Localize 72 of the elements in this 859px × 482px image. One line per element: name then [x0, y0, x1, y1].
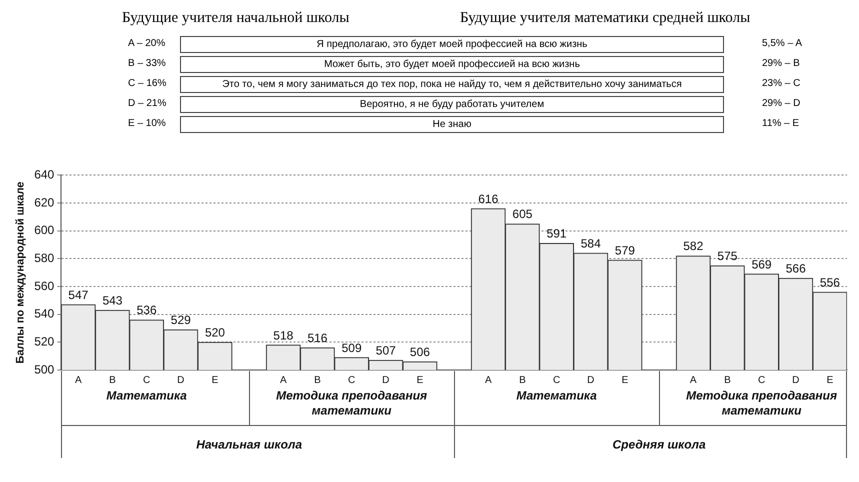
- text: Методика преподавания математики: [276, 388, 428, 418]
- x-tick-label: A: [484, 374, 492, 386]
- y-tick-label: 640: [34, 168, 55, 182]
- x-tick-label: A: [74, 374, 82, 386]
- x-tick-label: B: [724, 374, 732, 386]
- x-tick-label: A: [690, 374, 697, 386]
- data-label: 584: [580, 236, 602, 250]
- data-label: 556: [820, 275, 840, 290]
- data-label: 506: [410, 344, 430, 359]
- x-tick-label: A: [280, 374, 287, 386]
- x-tick-label: E: [416, 374, 424, 386]
- data-label: 543: [102, 293, 123, 308]
- x-tick-label: B: [109, 374, 116, 386]
- data-label: 566: [786, 261, 806, 276]
- x-tick-label: C: [143, 374, 150, 386]
- text: 29% – B: [762, 58, 800, 69]
- text: 29% – D: [762, 98, 800, 109]
- data-label: 582: [683, 239, 704, 254]
- x-tick-label: D: [587, 374, 594, 386]
- data-label: 575: [717, 248, 738, 263]
- data-label: 520: [204, 325, 226, 340]
- data-label: 569: [752, 257, 772, 272]
- text: Средняя школа: [612, 437, 706, 452]
- x-tick-label: E: [826, 374, 834, 386]
- data-label: 507: [376, 344, 396, 358]
- text: Это то, чем я могу заниматься до тех пор, пока не найду то, чем я действительно хочу заниматься: [180, 76, 724, 93]
- data-label: 616: [478, 192, 499, 206]
- text: 23% – C: [762, 78, 800, 89]
- text: Не знаю: [180, 116, 724, 133]
- data-label: 579: [614, 243, 636, 258]
- data-label: 529: [170, 312, 192, 327]
- text: C – 16%: [128, 78, 166, 89]
- text: 5,5% – A: [762, 38, 802, 49]
- data-label: 605: [512, 207, 533, 222]
- text: Методика преподавания математики: [686, 388, 838, 418]
- text: Я предполагаю, это будет моей профессией на всю жизнь: [180, 36, 724, 53]
- text: Начальная школа: [196, 437, 302, 452]
- text: Математика: [516, 388, 598, 402]
- x-tick-label: D: [382, 374, 390, 386]
- text: Может быть, это будет моей профессией на всю жизнь: [180, 56, 724, 73]
- text: Будущие учителя начальной школы: [122, 10, 350, 27]
- x-tick-label: D: [177, 374, 184, 386]
- data-label: 536: [136, 303, 157, 318]
- x-tick-label: C: [758, 374, 766, 386]
- x-tick-label: C: [348, 374, 356, 386]
- text: Будущие учителя математики средней школы: [460, 10, 750, 27]
- x-tick-label: D: [792, 374, 800, 386]
- data-label: 509: [342, 340, 362, 355]
- y-tick-label: 540: [34, 306, 55, 321]
- y-tick-label: 520: [34, 334, 55, 348]
- y-tick-label: 620: [34, 195, 55, 210]
- x-tick-label: B: [519, 374, 526, 386]
- data-label: 518: [273, 328, 294, 342]
- x-tick-label: B: [314, 374, 322, 386]
- text: Вероятно, я не буду работать учителем: [180, 96, 724, 113]
- text: D – 21%: [128, 98, 166, 109]
- x-tick-label: E: [212, 374, 219, 386]
- text: E – 10%: [128, 118, 166, 129]
- y-tick-label: 500: [34, 362, 55, 376]
- x-tick-label: E: [622, 374, 629, 386]
- data-label: 547: [68, 288, 89, 302]
- y-axis-title: Баллы по международной шкале: [14, 182, 27, 364]
- text: B – 33%: [128, 58, 166, 69]
- y-tick-label: 580: [34, 251, 55, 265]
- text: Математика: [106, 388, 188, 402]
- text: 11% – E: [762, 118, 800, 129]
- x-tick-label: C: [552, 374, 560, 386]
- y-tick-label: 600: [34, 223, 55, 238]
- data-label: 516: [307, 331, 328, 346]
- text: A – 20%: [128, 38, 166, 49]
- y-tick-label: 560: [34, 278, 55, 293]
- data-label: 591: [546, 226, 567, 241]
